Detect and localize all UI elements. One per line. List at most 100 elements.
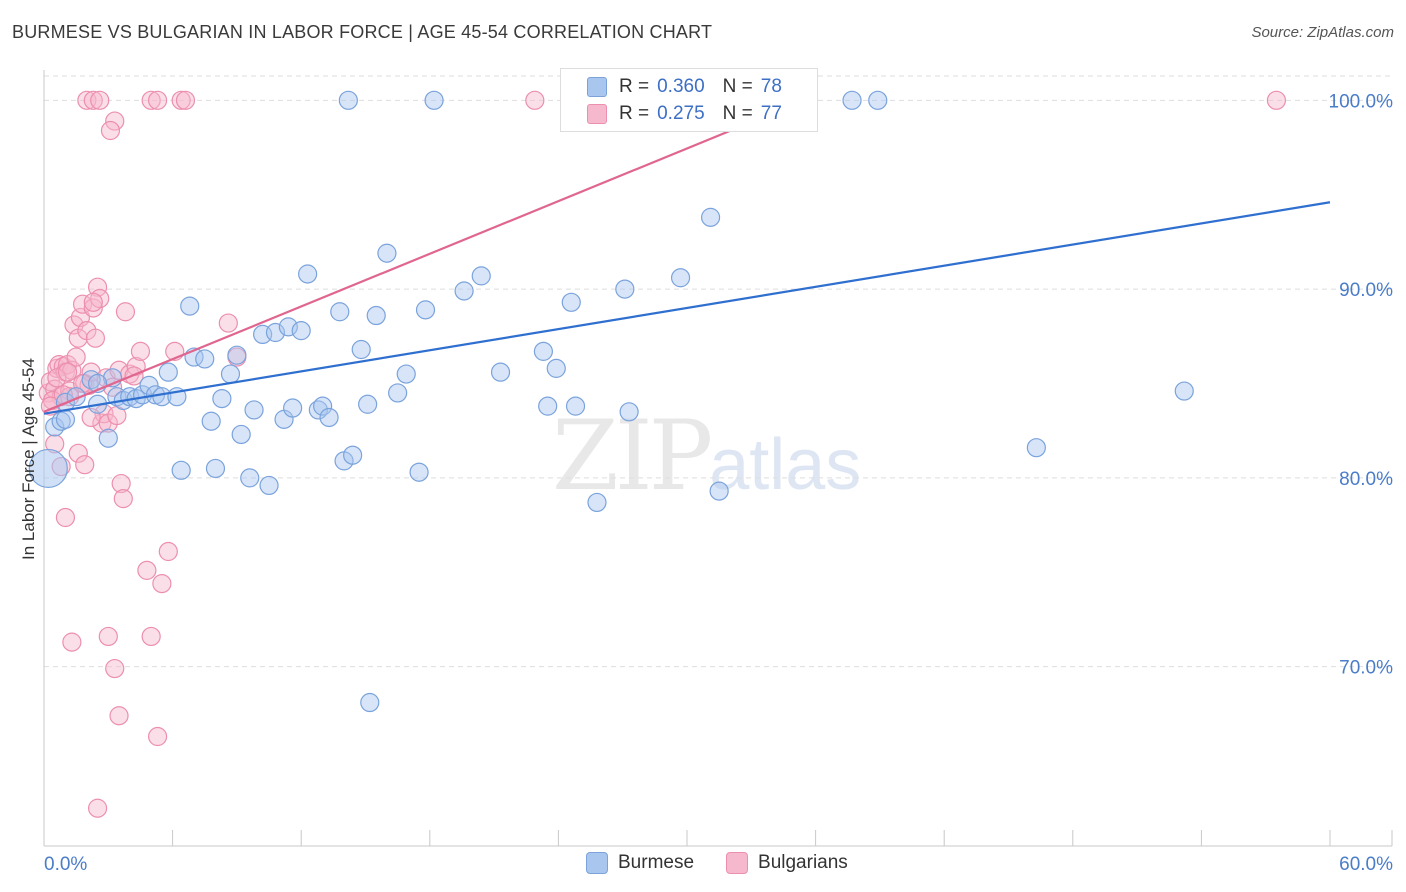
burmese-point (546, 358, 566, 378)
burmese-point (396, 364, 416, 384)
watermark-zip: ZIP (552, 400, 713, 512)
burmese-trendline (43, 201, 1331, 415)
burmese-point (538, 396, 558, 416)
burmese-point (409, 462, 429, 482)
bulgarians-point (47, 368, 67, 388)
burmese-point (360, 692, 380, 713)
burmese-point (700, 207, 721, 227)
bulgarians-point (105, 658, 125, 679)
bulgarians-point (57, 362, 78, 382)
y-axis-label: In Labor Force | Age 45-54 (19, 358, 38, 560)
bulgarians-point (147, 90, 168, 110)
bulgarians-point (75, 455, 95, 475)
bulgarians-point (171, 90, 191, 110)
bulgarians-point (68, 443, 88, 463)
burmese-point (358, 394, 378, 414)
burmese-point (1026, 438, 1046, 458)
bulgarians-point (87, 798, 108, 818)
bulgarians-point (141, 90, 161, 110)
chart-title: BURMESE VS BULGARIAN IN LABOR FORCE | AG… (12, 22, 713, 42)
x-tick-label-max: 60.0% (1339, 854, 1393, 875)
legend-swatch-burmese (587, 77, 607, 97)
burmese-point (98, 428, 118, 448)
burmese-point (240, 468, 260, 488)
legend-n-value-bulgarians: 77 (760, 103, 782, 124)
legend-row-burmese: R = 0.360 N = 78 (587, 75, 800, 99)
burmese-point (298, 264, 318, 284)
bulgarians-trendline (43, 99, 805, 413)
burmese-point (619, 402, 639, 422)
burmese-point (454, 281, 474, 301)
legend-swatch-bulgarians (726, 852, 749, 874)
trend-lines (43, 99, 1331, 415)
burmese-point (343, 445, 363, 465)
bulgarians-point (100, 120, 121, 141)
grid-lines (44, 75, 1392, 668)
burmese-point (259, 475, 279, 496)
series-legend: Burmese Bulgarians (586, 852, 880, 874)
bulgarians-point (137, 560, 157, 580)
burmese-point (291, 321, 311, 341)
bulgarians-point (105, 111, 125, 131)
burmese-point (171, 460, 191, 480)
legend-row-bulgarians: R = 0.275 N = 77 (587, 102, 800, 126)
legend-n-label: N = (722, 76, 753, 97)
burmese-point (377, 243, 397, 263)
burmese-point (533, 341, 553, 361)
watermark: ZIPatlas (552, 400, 861, 512)
axes (43, 70, 1393, 847)
bulgarians-point (141, 626, 161, 647)
burmese-point (338, 90, 358, 110)
burmese-point (330, 302, 350, 322)
burmese-point (565, 396, 586, 416)
burmese-point (471, 266, 491, 286)
legend-swatch-burmese (586, 852, 608, 874)
bulgarians-point (111, 473, 131, 494)
bulgarians-point (1266, 90, 1287, 110)
burmese-point (205, 458, 226, 479)
legend-item-burmese[interactable]: Burmese (586, 852, 694, 874)
burmese-point (424, 90, 444, 110)
burmese-point (220, 364, 241, 384)
burmese-point (55, 409, 76, 429)
bulgarians-point (525, 90, 545, 110)
legend-label-bulgarians: Bulgarians (758, 852, 848, 873)
burmese-point (490, 362, 511, 382)
burmese-point (244, 400, 264, 420)
source-label: Source: ZipAtlas.com (1251, 24, 1394, 41)
burmese-point (842, 90, 862, 110)
legend-n-value-burmese: 78 (760, 76, 782, 97)
burmese-point (366, 305, 386, 326)
bulgarians-points (38, 90, 1287, 818)
burmese-point (28, 448, 68, 489)
burmese-point (868, 90, 888, 110)
burmese-point (278, 317, 298, 337)
burmese-point (139, 375, 159, 395)
bulgarians-point (83, 292, 103, 312)
burmese-point (415, 300, 436, 320)
burmese-point (319, 407, 339, 428)
bulgarians-point (147, 726, 168, 747)
bulgarians-point (126, 356, 146, 377)
burmese-points (28, 90, 1194, 713)
bulgarians-point (175, 90, 196, 110)
y-tick-label: 100.0% (1329, 91, 1394, 112)
burmese-point (388, 383, 408, 403)
legend-r-label: R = (619, 103, 650, 124)
watermark-atlas: atlas (709, 425, 862, 505)
y-tick-label: 80.0% (1339, 469, 1393, 490)
bulgarians-point (55, 507, 76, 528)
bulgarians-point (83, 298, 103, 318)
burmese-point (670, 268, 691, 288)
burmese-point (1174, 381, 1194, 401)
bulgarians-point (83, 90, 103, 110)
y-tick-label: 70.0% (1339, 658, 1393, 679)
bulgarians-point (85, 328, 106, 348)
y-tick-label: 90.0% (1339, 280, 1393, 301)
burmese-point (615, 279, 635, 299)
legend-item-bulgarians[interactable]: Bulgarians (726, 852, 848, 874)
legend-swatch-bulgarians (587, 104, 607, 124)
legend-r-value-bulgarians: 0.275 (657, 103, 705, 124)
bulgarians-point (152, 573, 172, 594)
